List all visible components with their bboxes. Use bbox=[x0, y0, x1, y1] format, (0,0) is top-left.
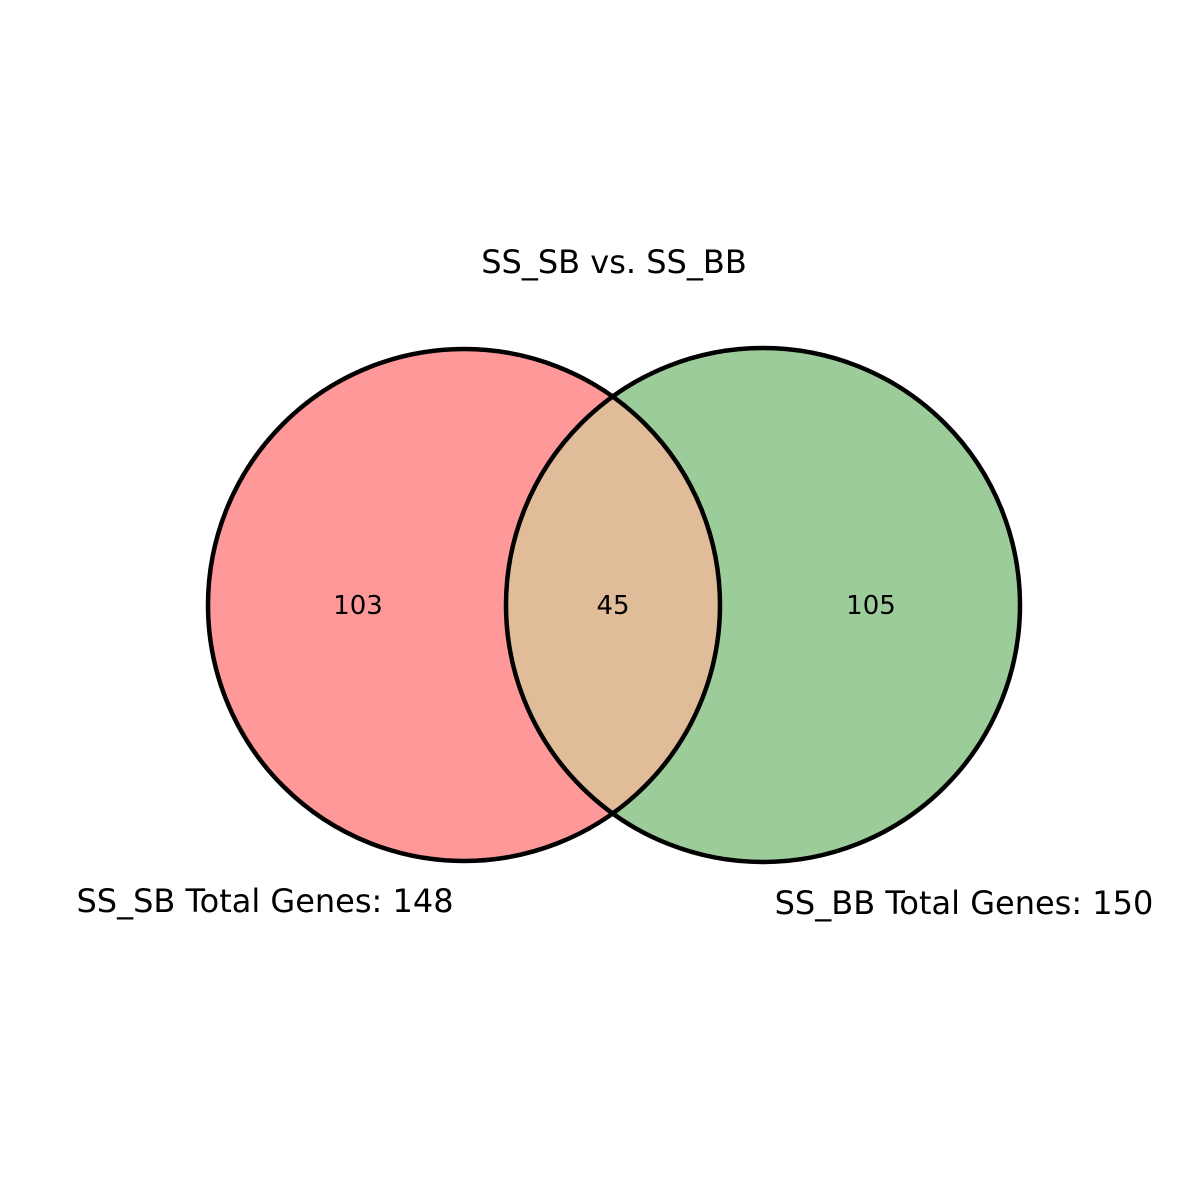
intersection-region bbox=[506, 349, 720, 861]
count-intersection: 45 bbox=[596, 591, 629, 621]
count-only-ss-bb: 105 bbox=[846, 591, 896, 621]
set-label-ss-bb: SS_BB Total Genes: 150 bbox=[775, 884, 1154, 922]
set-circle-ss-bb-outline bbox=[503, 345, 1023, 865]
diagram-title: SS_SB vs. SS_BB bbox=[481, 243, 747, 281]
set-circle-ss-sb-outline bbox=[205, 346, 723, 864]
set-label-ss-sb: SS_SB Total Genes: 148 bbox=[76, 882, 453, 920]
count-only-ss-sb: 103 bbox=[333, 591, 383, 621]
